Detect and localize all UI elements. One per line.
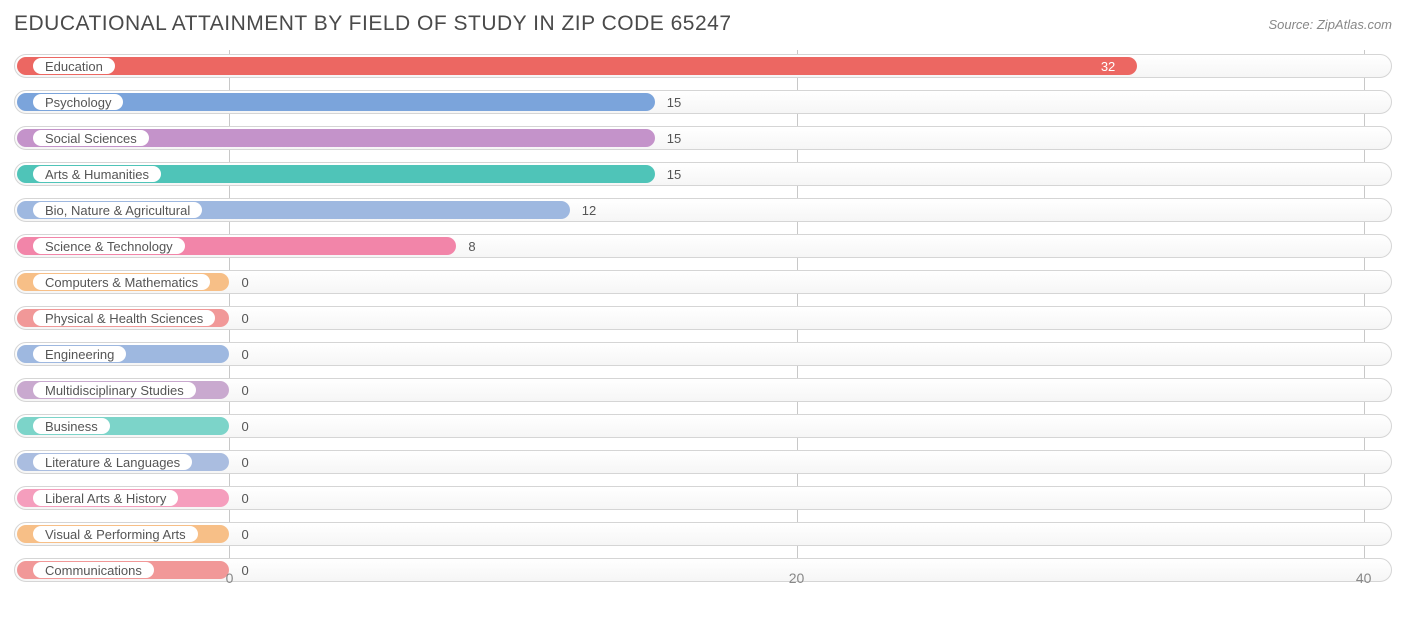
x-axis: 0 20 40 [14, 566, 1392, 590]
category-pill: Social Sciences [32, 129, 150, 147]
chart-header: EDUCATIONAL ATTAINMENT BY FIELD OF STUDY… [14, 12, 1392, 36]
category-pill: Education [32, 57, 116, 75]
category-pill: Engineering [32, 345, 127, 363]
chart-title: EDUCATIONAL ATTAINMENT BY FIELD OF STUDY… [14, 12, 732, 36]
category-pill: Literature & Languages [32, 453, 193, 471]
category-pill: Psychology [32, 93, 124, 111]
axis-tick: 20 [789, 570, 805, 586]
plot-area: Education 32 Psychology 15 Social Sciences 15… [14, 50, 1392, 590]
category-pill: Bio, Nature & Agricultural [32, 201, 203, 219]
category-pill: Physical & Health Sciences [32, 309, 216, 327]
bar-row: Business 0 [14, 410, 1392, 444]
category-pill: Computers & Mathematics [32, 273, 211, 291]
value-label: 0 [241, 345, 248, 363]
bar-segment [17, 57, 1137, 75]
bar-row: Social Sciences 15 [14, 122, 1392, 156]
value-label: 0 [241, 525, 248, 543]
axis-tick: 40 [1356, 570, 1372, 586]
bar-row: Computers & Mathematics 0 [14, 266, 1392, 300]
value-label: 0 [241, 417, 248, 435]
bar-row: Education 32 [14, 50, 1392, 84]
category-pill: Science & Technology [32, 237, 186, 255]
value-label: 0 [241, 489, 248, 507]
bar-row: Physical & Health Sciences 0 [14, 302, 1392, 336]
chart-container: EDUCATIONAL ATTAINMENT BY FIELD OF STUDY… [0, 0, 1406, 632]
value-label: 0 [241, 381, 248, 399]
bar-row: Visual & Performing Arts 0 [14, 518, 1392, 552]
value-label: 0 [241, 309, 248, 327]
bar-row: Literature & Languages 0 [14, 446, 1392, 480]
category-pill: Arts & Humanities [32, 165, 162, 183]
value-label: 12 [582, 201, 596, 219]
value-label: 15 [667, 165, 681, 183]
value-label: 15 [667, 129, 681, 147]
category-pill: Visual & Performing Arts [32, 525, 199, 543]
category-pill: Business [32, 417, 111, 435]
value-label: 32 [1101, 57, 1115, 75]
bar-row: Liberal Arts & History 0 [14, 482, 1392, 516]
bar-row: Science & Technology 8 [14, 230, 1392, 264]
chart-source: Source: ZipAtlas.com [1268, 17, 1392, 32]
category-pill: Liberal Arts & History [32, 489, 179, 507]
bar-row: Engineering 0 [14, 338, 1392, 372]
value-label: 15 [667, 93, 681, 111]
value-label: 0 [241, 453, 248, 471]
axis-tick: 0 [226, 570, 234, 586]
value-label: 0 [241, 561, 248, 579]
value-label: 0 [241, 273, 248, 291]
bar-row: Psychology 15 [14, 86, 1392, 120]
bar-row: Arts & Humanities 15 [14, 158, 1392, 192]
category-pill: Communications [32, 561, 155, 579]
category-pill: Multidisciplinary Studies [32, 381, 197, 399]
bar-row: Bio, Nature & Agricultural 12 [14, 194, 1392, 228]
bar-row: Multidisciplinary Studies 0 [14, 374, 1392, 408]
value-label: 8 [468, 237, 475, 255]
